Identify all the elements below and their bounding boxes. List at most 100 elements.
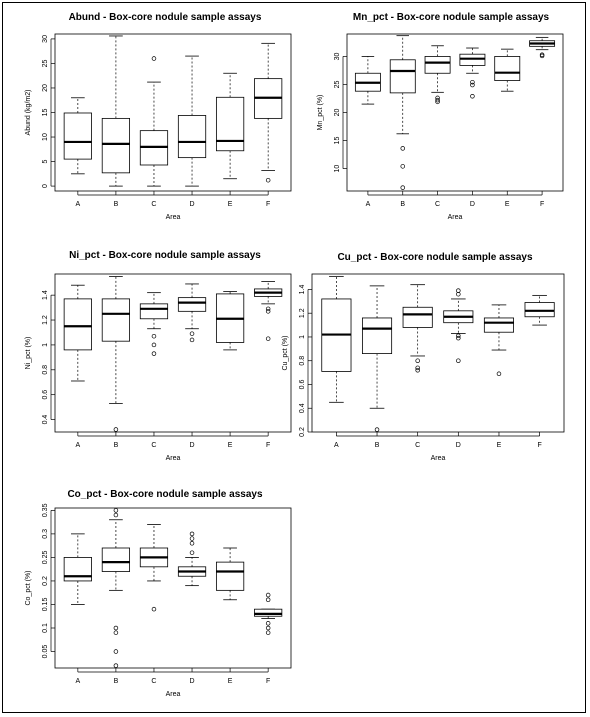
y-tick-label: 0.05 <box>42 645 49 659</box>
box-A <box>63 97 92 175</box>
plot-area-border <box>346 33 564 192</box>
y-tick-label: 1.2 <box>299 308 306 318</box>
y-axis-label: Co_pct (%) <box>25 570 32 605</box>
box-D <box>177 283 207 343</box>
x-tick-label: A <box>366 201 371 208</box>
outlier-point <box>435 97 440 103</box>
outlier-point <box>265 630 271 635</box>
outlier-point <box>113 625 119 631</box>
outlier-point <box>151 606 157 612</box>
iqr-box <box>63 298 92 351</box>
x-tick-label: C <box>415 442 420 449</box>
y-axis-label: Cu_pct (%) <box>282 335 289 370</box>
outlier-point <box>265 336 271 341</box>
outlier-point <box>265 625 271 631</box>
iqr-box <box>424 56 451 74</box>
box-C <box>139 524 169 612</box>
iqr-box <box>402 306 433 328</box>
y-tick-label: 0.8 <box>299 356 306 366</box>
x-tick-label: D <box>190 442 195 449</box>
iqr-box <box>361 317 393 354</box>
outlier-point <box>151 342 157 348</box>
y-tick-label: 0.8 <box>42 365 49 375</box>
outlier-point <box>415 358 420 363</box>
outlier-point <box>496 371 502 377</box>
outlier-point <box>113 663 119 668</box>
outlier-point <box>400 146 405 151</box>
chart-title: Co_pct - Box-core nodule sample assays <box>67 489 263 500</box>
iqr-box <box>459 53 486 66</box>
y-tick-label: 0.25 <box>42 550 49 564</box>
box-A <box>354 56 381 105</box>
x-tick-label: A <box>334 442 339 449</box>
outlier-point <box>189 536 195 541</box>
y-tick-label: 20 <box>42 84 49 92</box>
box-D <box>459 47 486 99</box>
y-axis-label: Ni_pct (%) <box>25 337 32 370</box>
boxplot-panel-4: Cu_pct - Box-core nodule sample assays 0.… <box>282 252 565 462</box>
outlier-point <box>265 177 271 183</box>
box-B <box>101 35 131 187</box>
x-tick-label: E <box>228 442 233 449</box>
box-F <box>524 294 555 326</box>
y-tick-label: 0.15 <box>42 598 49 612</box>
y-tick-label: 25 <box>334 80 341 88</box>
y-tick-label: 0.6 <box>299 380 306 390</box>
x-axis-label: Area <box>166 214 181 221</box>
x-tick-label: D <box>470 201 475 208</box>
x-tick-label: C <box>151 201 156 208</box>
y-tick-label: 0.6 <box>42 390 49 400</box>
y-tick-label: 10 <box>42 133 49 141</box>
iqr-box <box>101 117 131 174</box>
y-tick-label: 0.1 <box>42 623 49 633</box>
x-tick-label: A <box>76 442 81 449</box>
x-tick-label: C <box>151 442 156 449</box>
iqr-box <box>63 112 92 160</box>
y-tick-label: 10 <box>334 165 341 173</box>
outlier-point <box>151 333 157 339</box>
iqr-box <box>63 557 92 582</box>
y-axis-label: Abund (kg/m2) <box>25 90 32 136</box>
outlier-point <box>470 93 475 99</box>
box-B <box>101 508 131 668</box>
x-tick-label: B <box>114 678 119 685</box>
y-tick-label: 15 <box>42 109 49 117</box>
x-tick-label: F <box>540 201 544 208</box>
iqr-box <box>215 96 245 152</box>
iqr-box <box>524 302 555 318</box>
iqr-box <box>139 303 169 320</box>
chart-title: Mn_pct - Box-core nodule sample assays <box>353 12 550 23</box>
x-tick-label: B <box>375 442 380 449</box>
box-C <box>139 292 169 356</box>
iqr-box <box>389 59 416 94</box>
outlier-point <box>456 291 461 297</box>
box-C <box>424 45 451 105</box>
box-C <box>402 284 433 373</box>
chart-title: Cu_pct - Box-core nodule sample assays <box>337 252 533 263</box>
x-tick-label: B <box>114 442 119 449</box>
y-tick-label: 0.3 <box>42 529 49 539</box>
outlier-point <box>539 53 545 59</box>
y-tick-label: 20 <box>334 109 341 117</box>
boxplot-panel-1: Abund - Box-core nodule sample assays 0 5 1… <box>25 12 292 221</box>
outlier-point <box>113 508 119 513</box>
y-tick-label: 30 <box>42 35 49 43</box>
outlier-point <box>415 365 420 371</box>
x-tick-label: E <box>505 201 510 208</box>
y-tick-label: 0.4 <box>299 403 306 413</box>
y-tick-label: 1.4 <box>299 284 306 294</box>
x-tick-label: B <box>400 201 405 208</box>
x-tick-label: F <box>266 678 270 685</box>
y-tick-label: 1 <box>42 343 49 347</box>
box-B <box>389 35 416 190</box>
y-tick-label: 30 <box>334 52 341 60</box>
y-tick-label: 0.2 <box>42 576 49 586</box>
x-tick-label: E <box>497 442 502 449</box>
x-tick-label: E <box>228 201 233 208</box>
x-axis-label: Area <box>431 455 446 462</box>
outlier-point <box>400 164 405 169</box>
y-tick-label: 5 <box>42 160 49 164</box>
box-F <box>254 281 283 341</box>
iqr-box <box>177 115 207 159</box>
x-tick-label: E <box>228 678 233 685</box>
